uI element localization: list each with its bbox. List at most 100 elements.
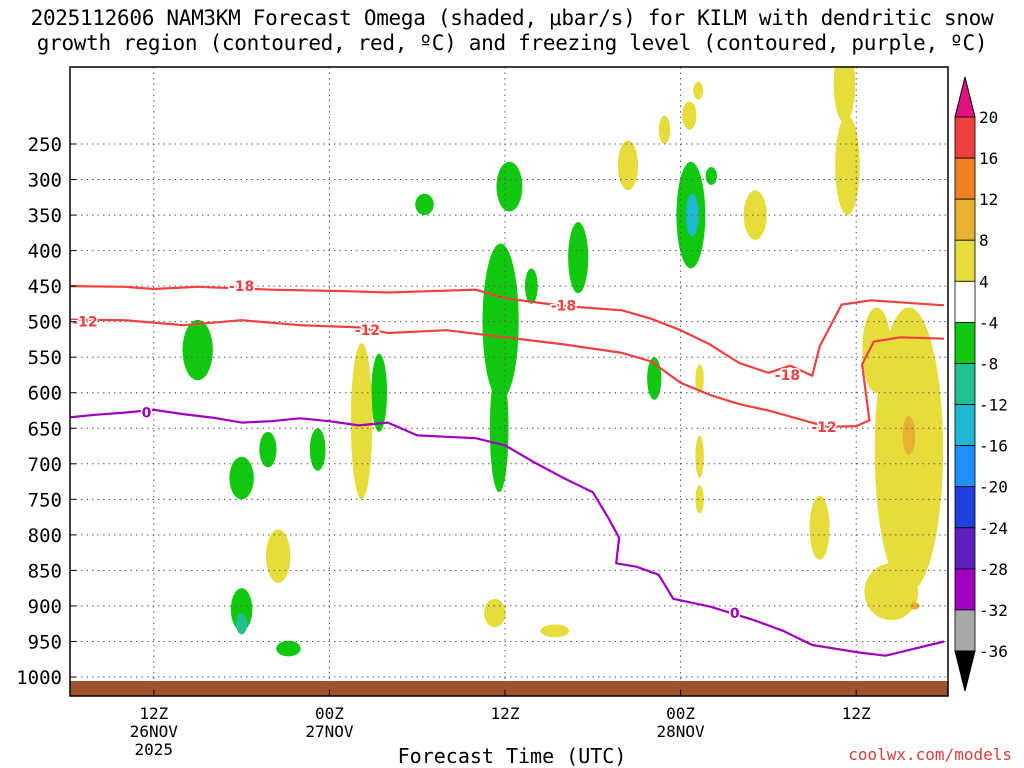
colorbar-bin [954,445,976,488]
x-axis-title: Forecast Time (UTC) [397,744,627,768]
omega-cell [415,193,434,216]
colorbar-bin [954,157,976,200]
omega-cell [230,588,253,631]
x-tick-label: 12Z [842,704,871,723]
contour-label: -18 [775,368,800,384]
contour-line [70,318,945,428]
omega-cell [229,456,254,500]
omega-cell [902,415,916,455]
omega-cell [235,613,248,635]
omega-cell [265,529,291,583]
omega-cell [276,640,301,657]
colorbar-label: 20 [979,108,998,127]
x-tick-label: 28NOV [657,722,706,741]
colorbar-bin [954,363,976,405]
y-tick-label: 450 [28,276,62,298]
ground-band [70,681,948,696]
omega-cell [350,342,373,500]
y-tick-label: 900 [28,596,62,618]
omega-cell [617,140,638,191]
chart-title-line1: 2025112606 NAM3KM Forecast Omega (shaded… [30,6,994,30]
omega-cell [864,563,919,621]
x-tick-label: 12Z [491,704,520,723]
x-tick-label: 2025 [135,740,174,759]
colorbar-label: -24 [979,519,1008,538]
omega-cell [568,222,589,294]
colorbar-bin [954,486,976,529]
y-tick-label: 300 [28,170,62,192]
omega-cell [259,431,277,468]
colorbar-bin [954,198,976,241]
x-tick-label: 00Z [666,704,695,723]
omega-cell [682,101,697,130]
y-tick-label: 1000 [16,667,62,689]
contour-label: -12 [72,315,97,331]
y-tick-label: 800 [28,525,62,547]
y-tick-label: 700 [28,454,62,476]
omega-cell [524,268,538,304]
colorbar-label: -12 [979,396,1008,415]
omega-cell [496,161,523,212]
y-tick-label: 500 [28,312,62,334]
colorbar-label: -16 [979,437,1008,456]
omega-cell [658,115,671,144]
colorbar-bin [954,568,976,611]
omega-cell [647,357,662,400]
omega-cell [835,115,860,216]
y-tick-label: 600 [28,383,62,405]
colorbar-label: 12 [979,190,998,209]
colorbar-label: -20 [979,478,1008,497]
omega-cell [743,190,767,240]
colorbar-label: -32 [979,601,1008,620]
colorbar-bin [954,321,976,364]
contour-label: 0 [142,406,152,422]
y-tick-label: 400 [28,241,62,263]
contour-label: -18 [229,279,254,295]
colorbar-bottom-arrow [954,650,976,692]
colorbar-label: 8 [979,231,989,250]
colorbar-bin [954,239,976,282]
omega-cell [909,602,920,610]
contour-line [70,408,945,657]
omega-cell [695,364,704,393]
omega-cell [693,81,704,100]
colorbar-label: -36 [979,642,1008,661]
y-tick-label: 350 [28,205,62,227]
omega-cell [705,167,717,185]
colorbar-top-arrow [954,76,976,118]
y-tick-label: 950 [28,631,62,653]
colorbar-label: -8 [979,354,998,373]
omega-cell [809,495,830,560]
contour-label: 0 [730,606,740,622]
x-tick-label: 00Z [315,704,344,723]
omega-cell [695,485,704,514]
colorbar-label: -28 [979,560,1008,579]
y-tick-label: 650 [28,418,62,440]
colorbar-bin [954,404,976,447]
omega-cell [482,243,519,400]
omega-cell [695,435,704,479]
contour-label: -18 [551,298,576,314]
colorbar-label: 4 [979,272,989,291]
colorbar-bin [954,280,976,323]
contour-line [70,285,945,377]
omega-cell [182,319,213,381]
plot-frame [69,66,949,697]
colorbar-bin [954,527,976,570]
omega-cell [833,67,856,123]
x-tick-label: 26NOV [130,722,179,741]
colorbar-label: 16 [979,149,998,168]
chart-title-line2: growth region (contoured, red, ºC) and f… [36,31,988,55]
credit-text: coolwx.com/models [848,745,1012,764]
y-tick-label: 850 [28,560,62,582]
colorbar-bin [954,116,976,159]
omega-cell [540,624,570,638]
y-tick-label: 750 [28,489,62,511]
x-tick-label: 12Z [139,704,168,723]
colorbar-bin [954,609,976,652]
y-tick-label: 550 [28,347,62,369]
x-tick-label: 27NOV [305,722,354,741]
plot-area [70,67,948,696]
contour-label: -12 [355,323,380,339]
